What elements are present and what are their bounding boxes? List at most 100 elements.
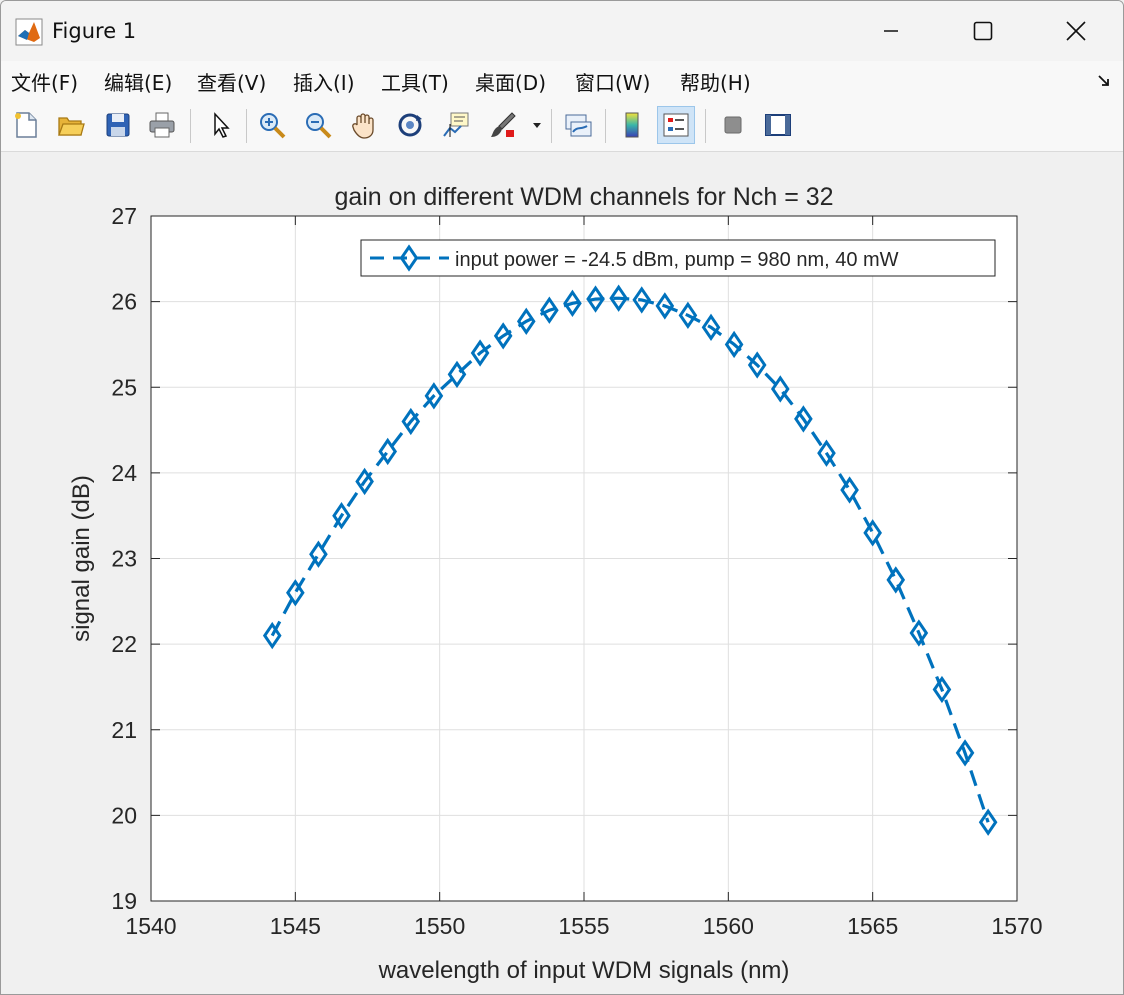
link-plot-icon: [565, 114, 592, 137]
data-point-marker[interactable]: [794, 405, 813, 433]
data-point-marker[interactable]: [586, 285, 605, 313]
menu-insert[interactable]: 插入(I): [293, 71, 355, 95]
data-point-marker[interactable]: [563, 289, 582, 317]
data-point-marker[interactable]: [747, 351, 767, 379]
data-point-marker[interactable]: [470, 339, 490, 367]
link-plot-button[interactable]: [559, 106, 597, 144]
toolbar-separator: [605, 109, 606, 143]
data-point-marker[interactable]: [286, 579, 305, 607]
y-tick-label: 24: [111, 460, 137, 486]
data-point-marker[interactable]: [863, 519, 882, 547]
hand-icon: [352, 113, 374, 139]
minimize-icon: [884, 30, 898, 32]
menu-help[interactable]: 帮助(H): [680, 71, 751, 95]
brush-icon: [491, 112, 516, 137]
data-cursor-button[interactable]: [437, 106, 475, 144]
maximize-icon: [973, 21, 993, 41]
zoom-in-icon: [260, 113, 286, 139]
hide-plot-tools-button[interactable]: [714, 106, 752, 144]
insert-legend-button[interactable]: [657, 106, 695, 144]
menu-window[interactable]: 窗口(W): [575, 71, 651, 95]
chart[interactable]: 1540 1545 1550 1555 1560 1565 1570 19 20 21 22 23 24…: [8, 153, 1118, 991]
y-tick-label: 22: [111, 631, 137, 657]
data-point-marker[interactable]: [909, 619, 929, 647]
y-axis-label: signal gain (dB): [68, 475, 95, 642]
menu-file[interactable]: 文件(F): [11, 71, 79, 95]
folder-icon: [58, 117, 85, 136]
data-point-marker[interactable]: [978, 808, 998, 836]
data-point-marker[interactable]: [678, 301, 698, 329]
legend-box: [360, 239, 996, 277]
data-point-marker[interactable]: [770, 375, 790, 403]
toolbar-separator: [705, 109, 706, 143]
brush-button[interactable]: [484, 106, 522, 144]
menu-view[interactable]: 查看(V): [197, 71, 267, 95]
legend[interactable]: input power = -24.5 dBm, pump = 980 nm, …: [360, 239, 996, 277]
y-tick-label: 26: [111, 289, 137, 315]
y-tick-label: 25: [111, 374, 137, 400]
zoom-out-button[interactable]: [299, 106, 337, 144]
data-point-marker[interactable]: [724, 330, 744, 359]
toolbar-separator: [551, 109, 552, 143]
zoom-in-button[interactable]: [253, 106, 291, 144]
data-point-marker[interactable]: [424, 382, 444, 410]
data-point-marker[interactable]: [262, 621, 282, 650]
printer-icon: [149, 112, 175, 138]
close-button[interactable]: [1031, 1, 1121, 61]
x-tick-label: 1545: [270, 913, 321, 939]
open-file-button[interactable]: [52, 106, 90, 144]
data-point-marker[interactable]: [955, 739, 975, 767]
data-point-marker[interactable]: [447, 360, 467, 389]
floppy-disk-icon: [106, 113, 130, 137]
menu-desktop[interactable]: 桌面(D): [475, 71, 547, 95]
data-point-marker[interactable]: [817, 439, 836, 467]
pan-button[interactable]: [345, 106, 383, 144]
minimize-button[interactable]: [846, 1, 936, 61]
menu-edit[interactable]: 编辑(E): [104, 71, 173, 95]
print-button[interactable]: [143, 106, 181, 144]
insert-colorbar-button[interactable]: [613, 106, 651, 144]
data-point-marker[interactable]: [332, 502, 351, 530]
data-point-marker[interactable]: [493, 322, 513, 350]
data-point-marker[interactable]: [516, 307, 536, 335]
new-figure-button[interactable]: [7, 106, 45, 144]
menu-tools[interactable]: 工具(T): [381, 71, 449, 95]
y-tick-label: 23: [111, 546, 137, 572]
legend-marker: [399, 244, 419, 272]
rotate-3d-button[interactable]: [391, 106, 429, 144]
legend-entry: input power = -24.5 dBm, pump = 980 nm, …: [455, 249, 899, 271]
maximize-button[interactable]: [938, 1, 1028, 61]
save-button[interactable]: [99, 106, 137, 144]
rotate-3d-icon: [398, 113, 422, 137]
figure-toolbar: [1, 101, 1123, 152]
edit-plot-button[interactable]: [201, 106, 239, 144]
y-tick-label: 20: [111, 802, 137, 828]
data-point-marker[interactable]: [309, 540, 328, 568]
data-series: [262, 284, 998, 836]
title-bar[interactable]: Figure 1: [1, 1, 1123, 61]
dock-arrow-icon[interactable]: [1097, 73, 1111, 87]
brush-dropdown-button[interactable]: [527, 106, 547, 144]
data-point-marker[interactable]: [401, 407, 421, 436]
data-point-marker[interactable]: [355, 467, 374, 496]
data-point-marker[interactable]: [609, 284, 628, 312]
figure-canvas: 1540 1545 1550 1555 1560 1565 1570 19 20 21 22 23 24…: [8, 153, 1118, 991]
pointer-arrow-icon: [214, 112, 230, 138]
show-plot-tools-button[interactable]: [759, 106, 797, 144]
window-title: Figure 1: [52, 19, 137, 43]
data-point-marker[interactable]: [701, 313, 721, 341]
x-tick-label: 1540: [125, 913, 176, 939]
data-point-marker[interactable]: [378, 437, 398, 466]
data-point-marker[interactable]: [840, 476, 859, 504]
y-tick-label: 19: [111, 888, 137, 914]
data-point-marker[interactable]: [632, 286, 652, 314]
x-tick-label: 1565: [847, 913, 898, 939]
x-tick-label: 1570: [991, 913, 1042, 939]
data-point-marker[interactable]: [655, 292, 675, 320]
axis-ticks: 1540 1545 1550 1555 1560 1565 1570 19 20 21 22 23 24…: [111, 203, 1042, 939]
data-point-marker[interactable]: [932, 675, 952, 704]
data-point-marker[interactable]: [886, 566, 906, 594]
data-point-marker[interactable]: [540, 296, 559, 324]
x-tick-label: 1560: [703, 913, 754, 939]
